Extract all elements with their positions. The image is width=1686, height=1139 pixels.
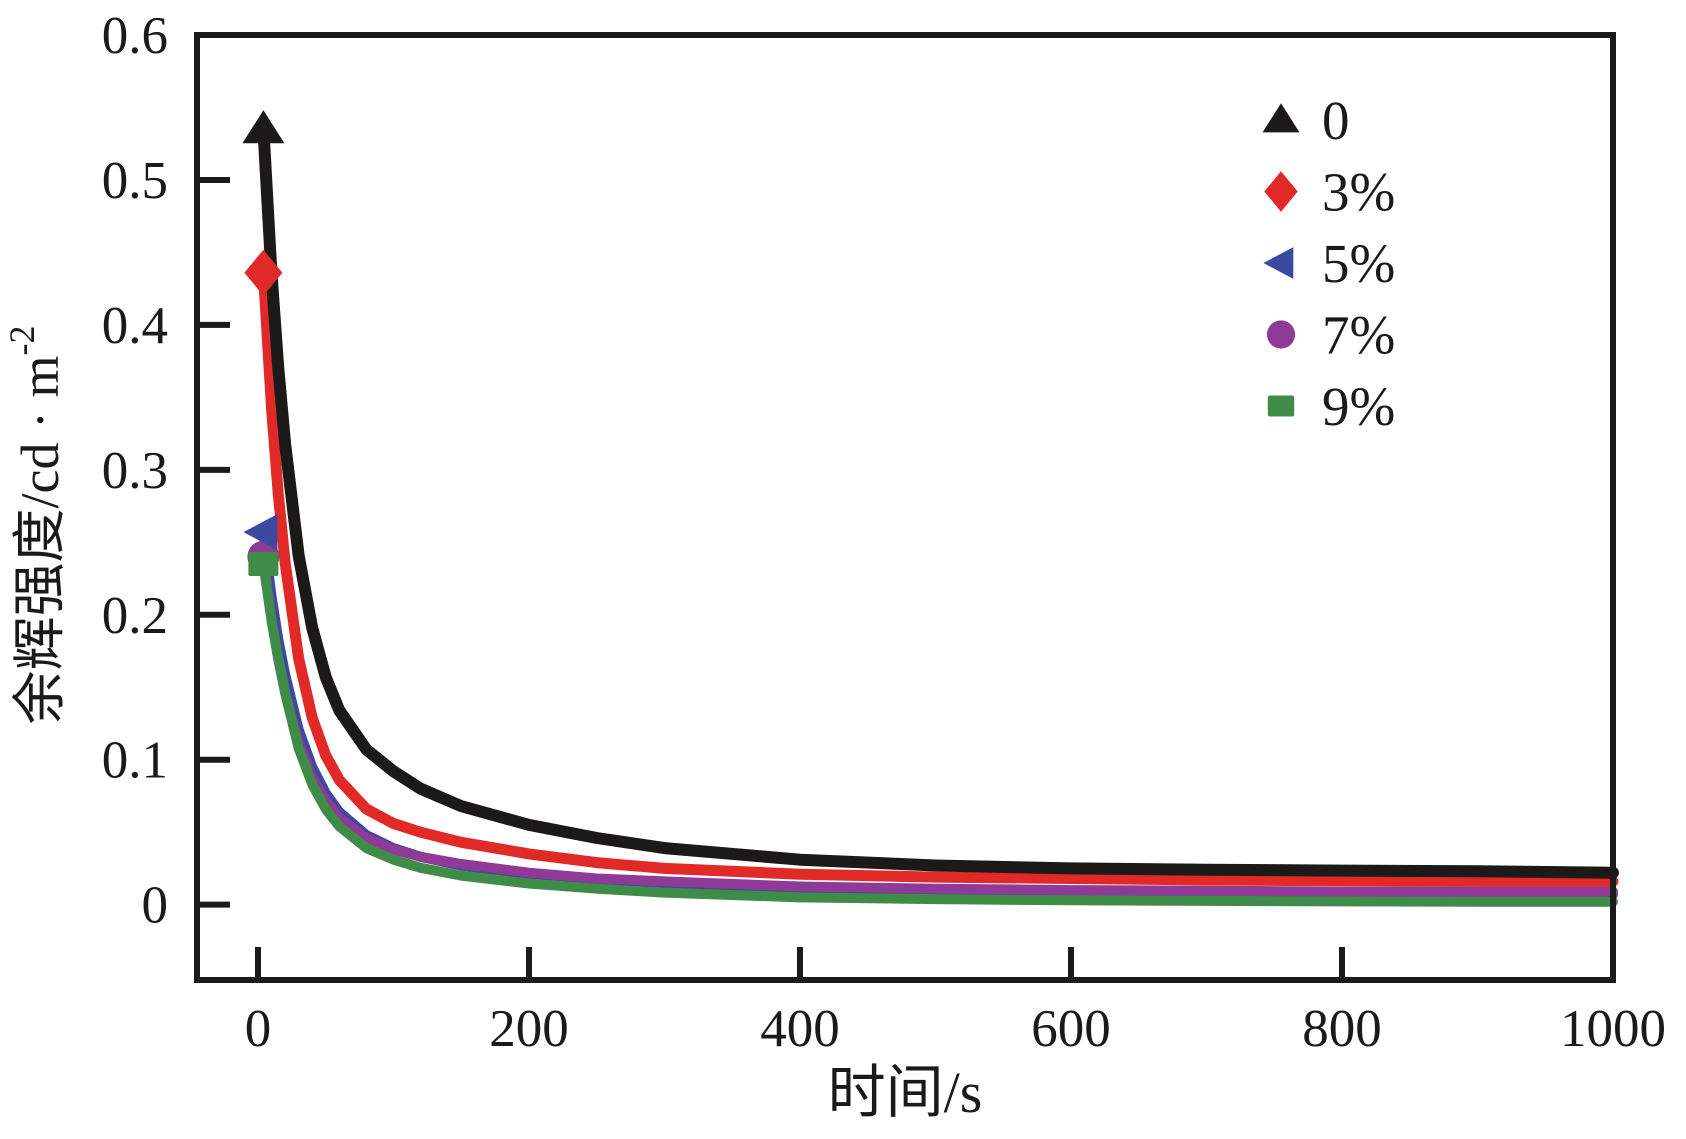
x-tick-label: 200	[489, 1000, 569, 1058]
legend-marker-9%	[1267, 395, 1295, 417]
y-tick-label: 0.2	[102, 587, 168, 645]
legend-label: 9%	[1322, 376, 1395, 437]
series-line-0	[257, 123, 1619, 879]
legend-label: 0	[1322, 90, 1350, 151]
x-tick-label: 800	[1302, 1000, 1382, 1058]
y-tick-label: 0.5	[102, 152, 168, 210]
y-tick-label: 0.6	[102, 7, 168, 65]
y-tick-label: 0.3	[102, 442, 168, 500]
series-start-marker-9%	[248, 552, 279, 577]
x-tick-label: 1000	[1560, 1000, 1666, 1058]
series-start-marker-0	[242, 110, 285, 144]
legend-marker-7%	[1266, 320, 1296, 349]
series-line-3%	[257, 267, 1619, 887]
legend-marker-3%	[1264, 171, 1298, 212]
y-tick-label: 0.4	[102, 297, 168, 355]
x-axis-label: 时间/s	[828, 1060, 983, 1125]
x-tick-label: 0	[245, 1000, 272, 1058]
series-line-9%	[258, 559, 1618, 907]
series-start-marker-3%	[244, 249, 283, 296]
x-tick-label: 400	[760, 1000, 840, 1058]
legend-marker-0	[1262, 103, 1300, 133]
legend-label: 3%	[1322, 162, 1395, 223]
y-tick-label: 0	[142, 877, 169, 935]
x-tick-label: 600	[1031, 1000, 1111, 1058]
plot-frame	[194, 32, 1616, 983]
y-axis-label: 余辉强度/cd · m-2	[2, 326, 70, 725]
legend-label: 7%	[1322, 305, 1395, 366]
legend-marker-5%	[1263, 247, 1294, 279]
series-start-marker-5%	[243, 514, 278, 551]
y-tick-label: 0.1	[102, 732, 168, 790]
legend-label: 5%	[1322, 233, 1395, 294]
